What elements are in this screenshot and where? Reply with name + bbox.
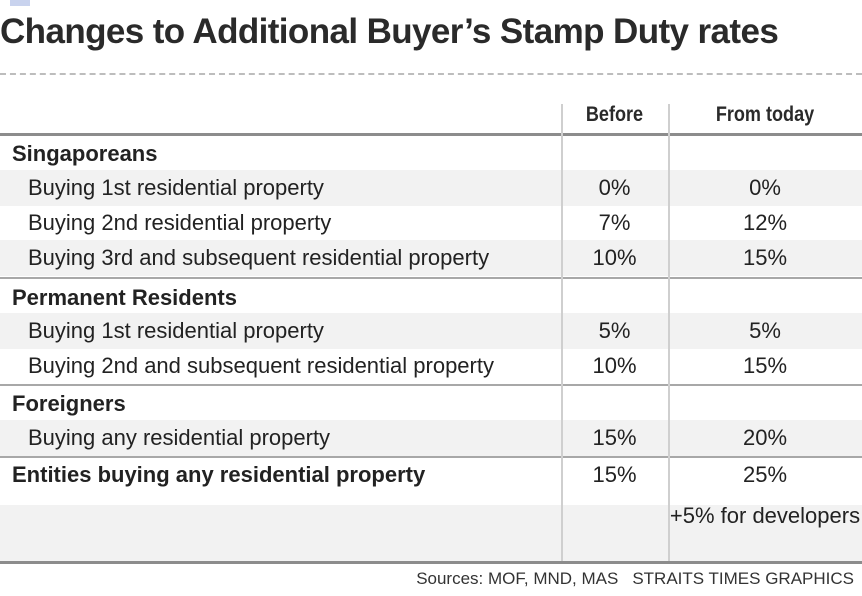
- from-today-value: 20%: [742, 425, 788, 450]
- column-header-before: Before: [585, 103, 644, 126]
- before-value: 10%: [592, 353, 637, 378]
- before-value: 5%: [598, 318, 631, 343]
- before-value: 0%: [598, 175, 631, 200]
- table-row: Buying 2nd and subsequent residential pr…: [0, 348, 862, 384]
- group-label: Permanent Residents: [12, 285, 237, 310]
- from-today-value: 12%: [742, 210, 788, 235]
- credit-text: STRAITS TIMES GRAPHICS: [632, 569, 854, 588]
- sources-text: Sources: MOF, MND, MAS: [416, 569, 619, 588]
- table-row: Buying 1st residential property 5% 5%: [0, 313, 862, 349]
- before-value: 10%: [592, 245, 637, 270]
- table-row: Buying any residential property 15% 20%: [0, 420, 862, 456]
- chart-title: Changes to Additional Buyer’s Stamp Duty…: [0, 12, 779, 51]
- group-label: Foreigners: [12, 391, 126, 416]
- group-label: Singaporeans: [12, 141, 158, 166]
- footer: Sources: MOF, MND, MAS STRAITS TIMES GRAP…: [416, 569, 854, 589]
- group-divider: [0, 456, 862, 458]
- table-row: Buying 1st residential property 0% 0%: [0, 170, 862, 206]
- before-value: 15%: [592, 425, 637, 450]
- from-today-value: 0%: [749, 175, 781, 200]
- from-today-value: 25%: [742, 462, 788, 487]
- group-row-foreigners: Foreigners: [0, 386, 862, 422]
- from-today-value: 15%: [742, 353, 788, 378]
- row-label: Buying 2nd residential property: [28, 210, 332, 235]
- corner-mark: [10, 0, 30, 6]
- table-row: Buying 2nd residential property 7% 12%: [0, 205, 862, 241]
- from-today-value: 5%: [749, 318, 781, 343]
- table-row: Buying 3rd and subsequent residential pr…: [0, 240, 862, 276]
- row-label: Buying 1st residential property: [28, 318, 324, 343]
- before-value: 15%: [592, 462, 637, 487]
- table-header-rule: [0, 133, 862, 136]
- group-row-permanent-residents: Permanent Residents: [0, 280, 862, 316]
- row-label: Buying 1st residential property: [28, 175, 324, 200]
- column-divider-before: [561, 104, 563, 563]
- group-row-entities: Entities buying any residential property…: [0, 457, 862, 493]
- column-header-from-today: From today: [715, 103, 815, 126]
- developers-note: +5% for developers: [669, 503, 861, 528]
- title-divider: [0, 73, 862, 75]
- group-divider: [0, 384, 862, 386]
- table-bottom-rule: [0, 561, 862, 564]
- column-divider-from-today: [668, 104, 670, 563]
- group-row-singaporeans: Singaporeans: [0, 136, 862, 172]
- group-label: Entities buying any residential property: [12, 462, 426, 487]
- group-divider: [0, 277, 862, 279]
- row-label: Buying 3rd and subsequent residential pr…: [28, 245, 490, 270]
- before-value: 7%: [598, 210, 631, 235]
- from-today-value: 15%: [742, 245, 788, 270]
- row-label: Buying 2nd and subsequent residential pr…: [28, 353, 494, 378]
- table-row-note: [0, 505, 862, 561]
- row-label: Buying any residential property: [28, 425, 331, 450]
